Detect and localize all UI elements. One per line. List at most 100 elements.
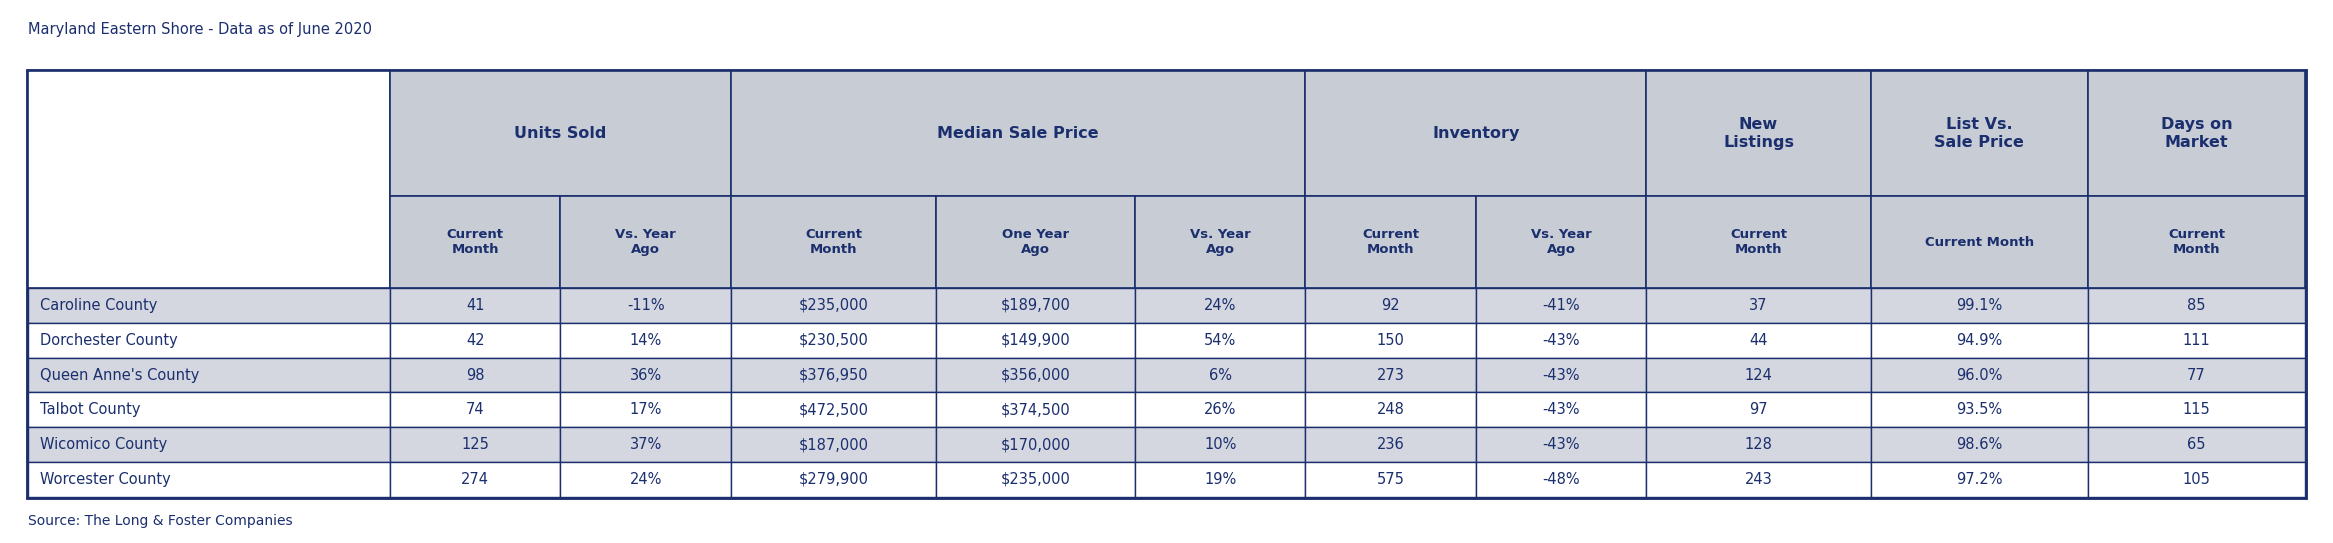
Bar (390, 197, 560, 288)
Bar (390, 71, 730, 197)
Bar (1871, 71, 2088, 197)
Text: 98.6%: 98.6% (1955, 437, 2002, 452)
Bar (1647, 427, 1871, 462)
Text: $376,950: $376,950 (798, 368, 868, 382)
Text: 111: 111 (2184, 333, 2209, 348)
Bar (560, 288, 730, 323)
Text: Dorchester County: Dorchester County (40, 333, 177, 348)
Text: Days on
Market: Days on Market (2160, 117, 2233, 150)
Bar (730, 427, 936, 462)
Text: 37%: 37% (630, 437, 663, 452)
Text: Vs. Year
Ago: Vs. Year Ago (1190, 228, 1250, 256)
Text: 236: 236 (1376, 437, 1404, 452)
Text: 124: 124 (1745, 368, 1773, 382)
Bar (1134, 358, 1306, 393)
Text: 128: 128 (1745, 437, 1773, 452)
Text: $235,000: $235,000 (798, 298, 868, 313)
Text: 94.9%: 94.9% (1955, 333, 2002, 348)
Text: 44: 44 (1750, 333, 1768, 348)
Bar (1477, 358, 1647, 393)
Bar (2088, 427, 2305, 462)
Bar (390, 393, 560, 427)
Bar (2088, 358, 2305, 393)
Text: 24%: 24% (1204, 298, 1236, 313)
Bar (1477, 462, 1647, 497)
Bar (1871, 427, 2088, 462)
Text: Current
Month: Current Month (805, 228, 863, 256)
Bar (1306, 288, 1477, 323)
Text: Talbot County: Talbot County (40, 402, 140, 418)
Bar (28, 427, 390, 462)
Bar (730, 323, 936, 358)
Bar (560, 358, 730, 393)
Text: -43%: -43% (1542, 368, 1579, 382)
Text: $230,500: $230,500 (798, 333, 868, 348)
Bar (1647, 323, 1871, 358)
Bar (28, 358, 390, 393)
Text: 24%: 24% (630, 472, 663, 487)
Bar (936, 323, 1134, 358)
Text: Current
Month: Current Month (1362, 228, 1418, 256)
Bar (390, 323, 560, 358)
Bar (28, 288, 390, 323)
Text: -11%: -11% (628, 298, 665, 313)
Bar (2088, 197, 2305, 288)
Text: -43%: -43% (1542, 402, 1579, 418)
Bar (1647, 288, 1871, 323)
Text: 248: 248 (1376, 402, 1404, 418)
Text: -48%: -48% (1542, 472, 1579, 487)
Bar (1647, 358, 1871, 393)
Text: 85: 85 (2186, 298, 2205, 313)
Text: Vs. Year
Ago: Vs. Year Ago (1530, 228, 1591, 256)
Bar (1647, 462, 1871, 497)
Text: 99.1%: 99.1% (1955, 298, 2002, 313)
Bar (1871, 197, 2088, 288)
Text: $235,000: $235,000 (1001, 472, 1071, 487)
Text: $356,000: $356,000 (1001, 368, 1071, 382)
Bar (1871, 393, 2088, 427)
Text: 41: 41 (467, 298, 485, 313)
Text: $279,900: $279,900 (798, 472, 868, 487)
Bar (730, 288, 936, 323)
Text: $472,500: $472,500 (798, 402, 868, 418)
Bar (730, 358, 936, 393)
Text: List Vs.
Sale Price: List Vs. Sale Price (1934, 117, 2025, 150)
Bar (730, 197, 936, 288)
Bar (1477, 427, 1647, 462)
Text: 6%: 6% (1208, 368, 1232, 382)
Text: -43%: -43% (1542, 333, 1579, 348)
Bar (2088, 323, 2305, 358)
Bar (28, 462, 390, 497)
Bar (390, 427, 560, 462)
Bar (1306, 358, 1477, 393)
Bar (28, 393, 390, 427)
Bar (1134, 427, 1306, 462)
Bar (730, 71, 1306, 197)
Text: $149,900: $149,900 (1001, 333, 1071, 348)
Bar (730, 462, 936, 497)
Text: 575: 575 (1376, 472, 1404, 487)
Text: Units Sold: Units Sold (513, 126, 607, 141)
Text: 42: 42 (467, 333, 485, 348)
Text: 92: 92 (1381, 298, 1400, 313)
Text: 97: 97 (1750, 402, 1768, 418)
Bar (1477, 197, 1647, 288)
Text: 77: 77 (2186, 368, 2205, 382)
Bar (1306, 427, 1477, 462)
Bar (1134, 393, 1306, 427)
Bar (1647, 393, 1871, 427)
Bar (1306, 197, 1477, 288)
Bar (35, 72, 2298, 496)
Text: Current
Month: Current Month (446, 228, 504, 256)
Bar (936, 462, 1134, 497)
Text: 93.5%: 93.5% (1955, 402, 2002, 418)
Bar (936, 393, 1134, 427)
Bar (1477, 323, 1647, 358)
Bar (936, 358, 1134, 393)
Text: 17%: 17% (630, 402, 663, 418)
Bar (28, 323, 390, 358)
Text: 96.0%: 96.0% (1955, 368, 2002, 382)
Text: 150: 150 (1376, 333, 1404, 348)
Text: Vs. Year
Ago: Vs. Year Ago (616, 228, 677, 256)
Bar (2088, 462, 2305, 497)
